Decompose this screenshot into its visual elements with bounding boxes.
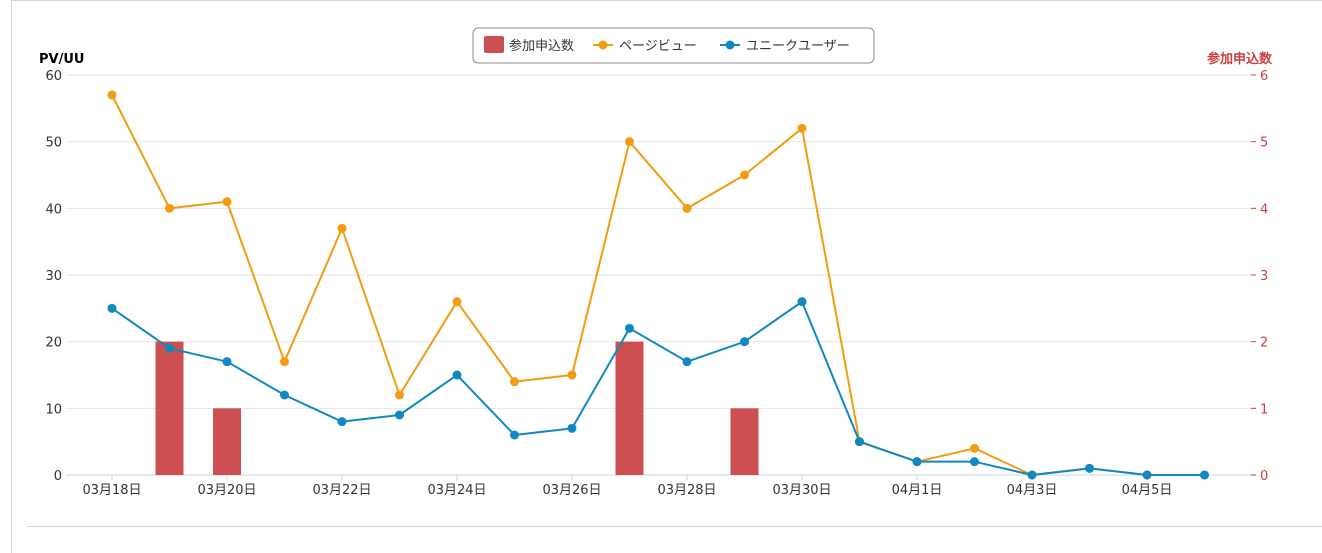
left-axis-tick-label: 60 [45, 69, 62, 84]
unique-user-point-03-21 [280, 390, 289, 400]
pageview-point-03-25 [510, 377, 519, 387]
legend-label-pageview: ページビュー [619, 39, 697, 54]
unique-user-line [111, 300, 1205, 476]
unique-user-point-03-28 [682, 357, 692, 367]
unique-user-point-03-27 [625, 323, 634, 333]
bar-03-27 [615, 341, 644, 475]
legend-label-applications: 参加申込数 [509, 38, 574, 54]
pageview-point-03-29 [740, 170, 749, 180]
legend-box [472, 27, 875, 64]
chart-card [11, 0, 1322, 553]
right-axis-tick-label: 3 [1260, 269, 1268, 284]
unique-user-point-03-24 [452, 370, 462, 380]
left-axis-tick-label: 10 [45, 402, 62, 417]
pageview-point-03-22 [337, 223, 347, 233]
right-axis-tick-label: 1 [1260, 402, 1268, 417]
legend: 参加申込数 ページビュー ユニークユーザー [472, 27, 875, 64]
pageview-point-04-02 [970, 443, 979, 453]
legend-uu-swatch-dot [725, 40, 735, 50]
x-axis-tick-label: 03月22日 [312, 483, 371, 498]
x-axis-tick-label: 04月1日 [892, 483, 943, 498]
right-axis-tick-label: 5 [1260, 136, 1268, 151]
x-axis-tick-label: 03月28日 [657, 483, 716, 498]
unique-user-point-03-20 [222, 357, 232, 367]
unique-user-point-04-06 [1200, 470, 1209, 480]
left-axis-tick-label: 20 [45, 336, 62, 351]
pageview-point-03-23 [395, 390, 404, 400]
bar-03-19 [155, 341, 184, 475]
legend-label-unique-user: ユニークユーザー [746, 39, 850, 54]
unique-user-point-04-03 [1027, 470, 1037, 480]
right-axis-tick-label: 4 [1260, 202, 1268, 217]
x-axis-tick-label: 03月20日 [197, 483, 256, 498]
pageview-point-03-26 [567, 370, 577, 380]
unique-user-point-04-04 [1085, 463, 1094, 473]
x-axis-tick-label: 03月26日 [542, 483, 601, 498]
x-axis-tick-label: 03月30日 [772, 483, 831, 498]
x-axis-tick-label: 04月3日 [1007, 483, 1058, 498]
legend-bar-swatch [484, 36, 504, 53]
right-axis-tick-label: 6 [1260, 69, 1268, 84]
unique-user-point-04-01 [912, 457, 922, 467]
unique-user-point-03-26 [567, 423, 577, 433]
right-axis-title: 参加申込数 [1207, 51, 1273, 67]
unique-user-point-03-30 [797, 297, 807, 307]
left-axis-tick-label: 30 [45, 269, 62, 284]
legend-pv-swatch-dot [598, 40, 608, 50]
unique-user-point-03-25 [510, 430, 519, 440]
unique-user-point-03-23 [395, 410, 404, 420]
pageview-point-03-24 [452, 297, 462, 307]
right-axis-tick-label: 2 [1260, 336, 1268, 351]
left-axis-tick-label: 0 [54, 469, 62, 484]
left-axis-title: PV/UU [39, 52, 84, 67]
unique-user-point-03-29 [740, 337, 749, 347]
right-axis-tick-label: 0 [1260, 469, 1268, 484]
unique-user-point-04-02 [970, 457, 979, 467]
pageview-point-03-18 [107, 90, 117, 100]
unique-user-point-03-22 [337, 417, 347, 427]
x-axis-tick-label: 04月5日 [1122, 483, 1173, 498]
unique-user-point-03-18 [107, 303, 117, 313]
unique-user-point-03-19 [165, 343, 174, 353]
pageview-line [111, 94, 1205, 476]
pageview-point-03-19 [165, 203, 174, 213]
pageview-point-03-20 [222, 197, 232, 207]
pageview-point-03-27 [625, 137, 634, 147]
pageview-point-03-30 [797, 123, 807, 133]
unique-user-point-04-05 [1142, 470, 1152, 480]
left-axis-tick-label: 50 [45, 136, 62, 151]
x-axis-tick-label: 03月24日 [427, 483, 486, 498]
pageview-point-03-28 [682, 203, 692, 213]
section-divider [27, 526, 1322, 527]
left-axis-tick-label: 40 [45, 202, 62, 217]
x-axis-tick-label: 03月18日 [82, 483, 141, 498]
pageview-point-03-21 [280, 357, 289, 367]
bar-03-29 [730, 408, 759, 475]
unique-user-point-03-31 [855, 437, 864, 447]
bar-03-20 [213, 408, 241, 475]
